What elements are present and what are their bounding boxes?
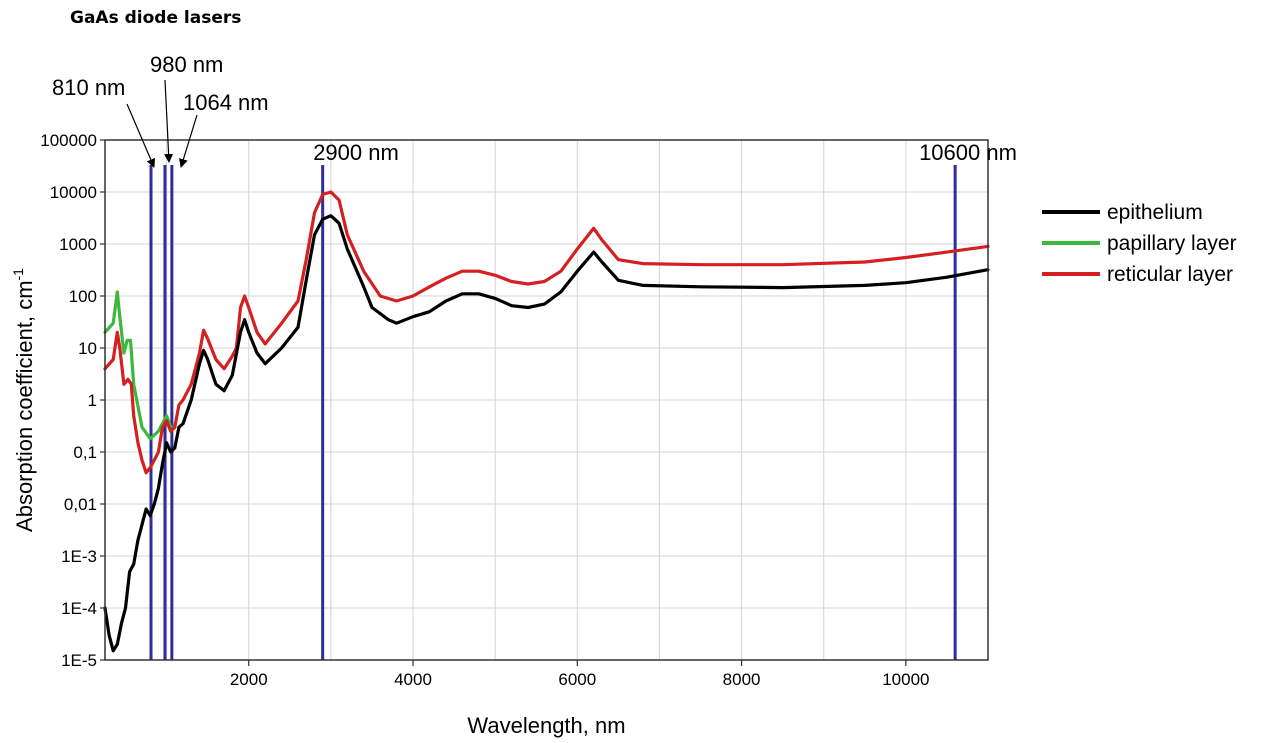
marker-arrow (126, 103, 155, 168)
figure-title: GaAs diode lasers (70, 8, 242, 28)
series-line (103, 290, 177, 441)
marker-label: 2900 nm (313, 140, 399, 165)
y-tick-label: 1E-3 (61, 547, 97, 566)
marker-arrow (179, 114, 198, 168)
x-tick-label: 6000 (558, 670, 596, 689)
y-tick-label: 100 (69, 287, 97, 306)
x-tick-label: 2000 (230, 670, 268, 689)
series-line (103, 214, 990, 653)
x-axis-title: Wavelength, nm (467, 713, 625, 738)
x-tick-label: 10000 (882, 670, 929, 689)
marker-label: 980 nm (150, 52, 223, 77)
y-axis-title: Absorption coefficient, cm-1 (10, 268, 37, 532)
series-line (103, 190, 990, 475)
y-tick-label: 100000 (40, 131, 97, 150)
y-axis-title-sup: -1 (10, 268, 26, 281)
marker-label: 810 nm (52, 75, 125, 100)
laser-marker-lines (149, 165, 957, 660)
legend-label: reticular layer (1107, 263, 1233, 286)
x-axis-ticks: 2000 4000 6000 8000 10000 (230, 660, 930, 689)
y-tick-label: 10 (78, 339, 97, 358)
x-tick-label: 8000 (723, 670, 761, 689)
series-lines (103, 190, 990, 653)
legend-label: papillary layer (1107, 232, 1237, 255)
marker-arrow (164, 79, 174, 163)
x-tick-label: 4000 (394, 670, 432, 689)
legend-label: epithelium (1107, 201, 1203, 224)
marker-label: 10600 nm (919, 140, 1017, 165)
y-tick-label: 0,1 (73, 443, 97, 462)
y-tick-label: 1000 (59, 235, 97, 254)
marker-label: 1064 nm (183, 90, 269, 115)
legend: epithelium papillary layer reticular layer (1042, 201, 1237, 286)
y-tick-label: 1E-4 (61, 599, 97, 618)
grid-lines (105, 139, 988, 661)
y-axis-ticks: 100000 10000 1000 100 10 1 0,1 0,01 1E-3 1E-4 1E-5 (40, 131, 105, 670)
y-tick-label: 1 (88, 391, 97, 410)
marker-annotations: 810 nm 980 nm 1064 nm 2900 nm 10600 nm (52, 52, 1017, 168)
y-tick-label: 0,01 (64, 495, 97, 514)
y-tick-label: 1E-5 (61, 651, 97, 670)
y-tick-label: 10000 (50, 183, 97, 202)
y-axis-title-main: Absorption coefficient, cm (12, 280, 37, 532)
